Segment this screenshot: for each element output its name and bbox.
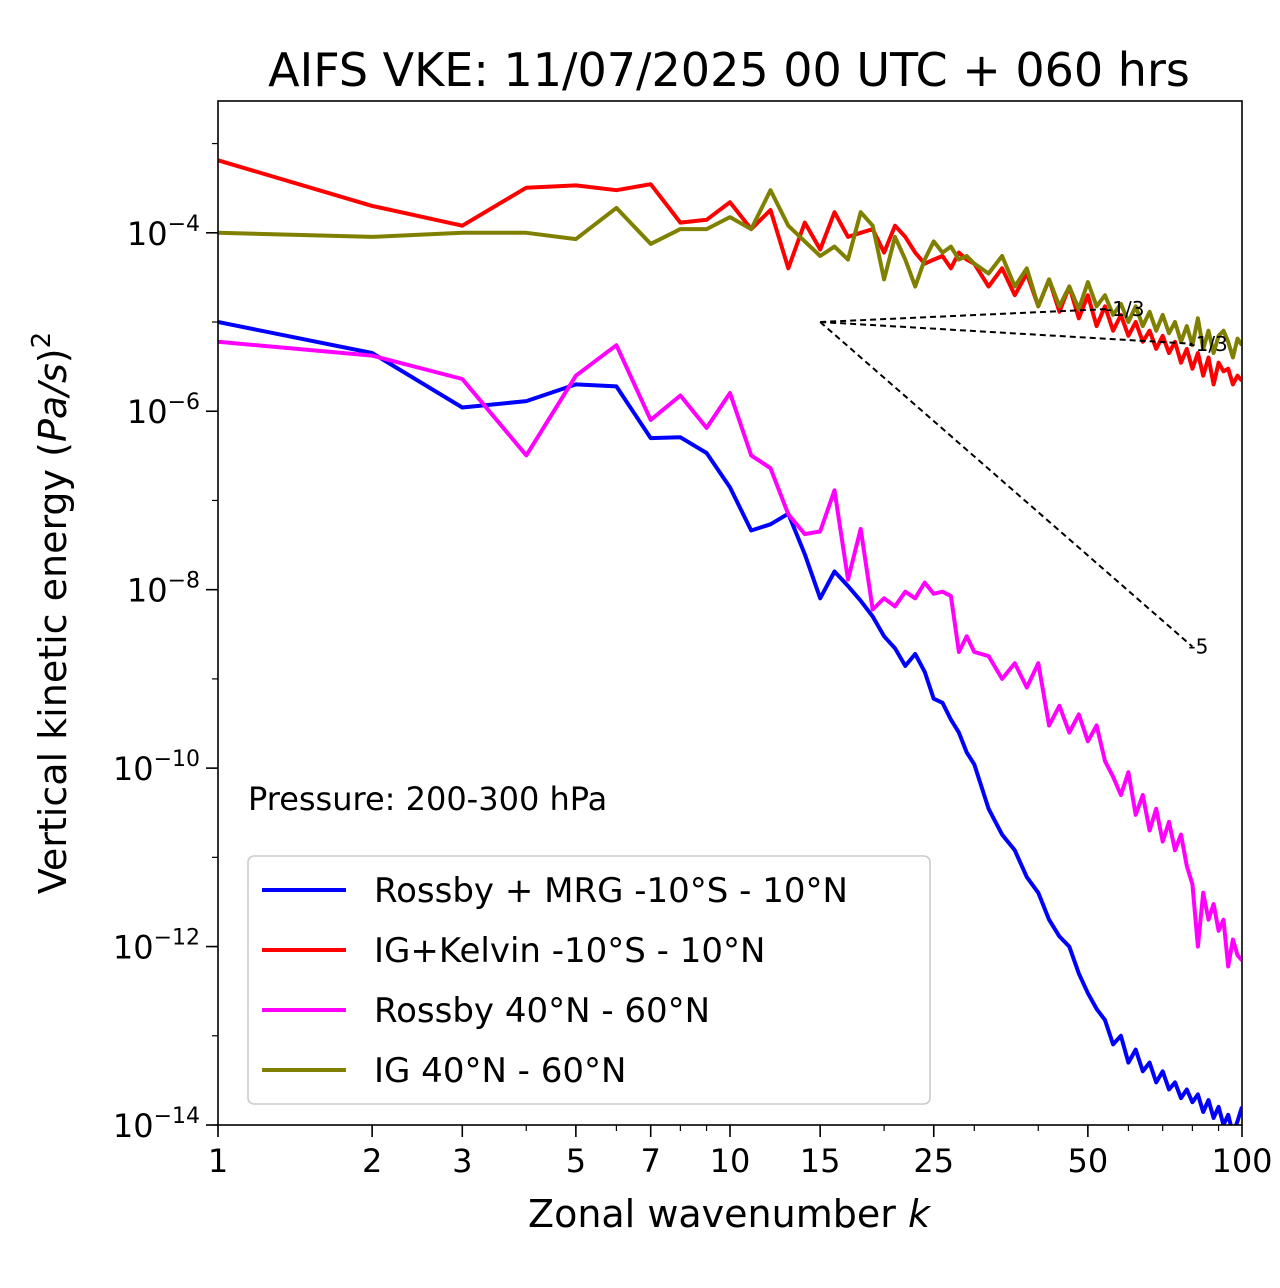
y-tick-label: 10−12 — [113, 926, 200, 967]
reference-slopes: -1/3 -1/3 -5 — [819, 297, 1228, 659]
reference-slope-label-2: -1/3 — [1105, 297, 1144, 321]
reference-slope-label-3: -5 — [1188, 635, 1208, 659]
y-axis-label-sup: 2 — [27, 332, 57, 349]
series-layer — [218, 158, 1242, 1125]
series-line-4-ig-40-n-60-n — [218, 188, 1242, 360]
y-tick-label: 10−6 — [127, 390, 200, 431]
reference-slope-line-2 — [820, 307, 1110, 324]
y-axis-label-text: Vertical kinetic energy ( — [31, 442, 75, 894]
legend-label-4: IG 40°N - 60°N — [374, 1051, 626, 1091]
x-tick-label: 7 — [641, 1142, 661, 1180]
x-tick-label: 1 — [208, 1142, 228, 1180]
chart-title: AIFS VKE: 11/07/2025 00 UTC + 060 hrs — [268, 43, 1190, 97]
legend-label-1: Rossby + MRG -10°S - 10°N — [374, 871, 848, 911]
reference-slope-label-1: -1/3 — [1188, 332, 1227, 356]
reference-slope-line-3 — [819, 321, 1194, 648]
x-tick-label: 2 — [362, 1142, 382, 1180]
legend: Rossby + MRG -10°S - 10°N IG+Kelvin -10°S… — [247, 855, 931, 1105]
x-tick-label: 10 — [710, 1142, 751, 1180]
x-axis-label: Zonal wavenumber k — [528, 1192, 932, 1236]
x-tick-label: 50 — [1068, 1142, 1109, 1180]
x-tick-label: 25 — [913, 1142, 954, 1180]
y-tick-label: 10−10 — [113, 747, 200, 788]
legend-label-2: IG+Kelvin -10°S - 10°N — [374, 931, 765, 971]
y-tick-label: 10−4 — [127, 212, 200, 253]
series-line-1-rossby-mrg-10-s-10-n — [218, 320, 1242, 1125]
y-axis-label: Vertical kinetic energy (Pa/s)2 — [27, 332, 75, 894]
x-tick-label: 15 — [800, 1142, 841, 1180]
pressure-annotation: Pressure: 200-300 hPa — [248, 780, 607, 818]
x-axis-label-var: k — [908, 1192, 932, 1236]
x-axis-label-text: Zonal wavenumber — [528, 1192, 908, 1236]
y-tick-label: 10−8 — [127, 569, 200, 610]
y-axis-label-close: ) — [31, 348, 75, 363]
y-tick-label: 10−14 — [113, 1104, 200, 1145]
x-tick-label: 5 — [566, 1142, 586, 1180]
series-line-2-ig-kelvin-10-s-10-n — [218, 158, 1242, 387]
series-line-3-rossby-40-n-60-n — [218, 339, 1242, 969]
x-tick-label: 3 — [452, 1142, 472, 1180]
legend-box — [247, 855, 931, 1105]
reference-slope-line-1 — [820, 321, 1193, 345]
y-axis-label-var: Pa/s — [31, 363, 75, 442]
y-axis: 10−14 10−12 10−10 10−8 10−6 10−4 — [113, 142, 218, 1145]
legend-label-3: Rossby 40°N - 60°N — [374, 991, 710, 1031]
x-axis: 1 2 3 5 7 10 15 25 50 100 — [208, 1125, 1273, 1180]
x-tick-label: 100 — [1211, 1142, 1272, 1180]
